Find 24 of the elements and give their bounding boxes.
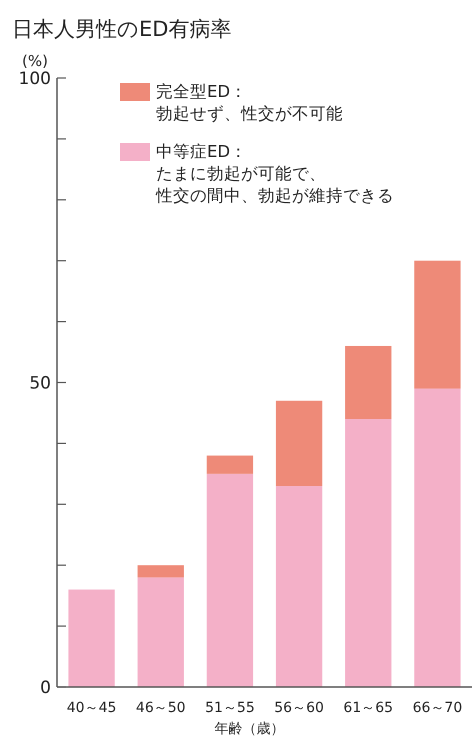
bar bbox=[414, 388, 461, 687]
bar bbox=[138, 577, 184, 687]
bar bbox=[414, 260, 461, 389]
y-tick-label: 100 bbox=[18, 69, 51, 89]
bar bbox=[68, 590, 115, 687]
x-tick-label: 56～60 bbox=[274, 700, 324, 716]
legend-label: 完全型ED：勃起せず、性交が不可能 bbox=[156, 82, 343, 123]
x-axis-title: 年齢（歳） bbox=[214, 721, 284, 737]
x-tick-label: 51～55 bbox=[205, 700, 255, 716]
x-tick-label: 61～65 bbox=[343, 700, 394, 716]
y-tick-label: 0 bbox=[40, 678, 51, 698]
x-tick-label: 66～70 bbox=[412, 700, 462, 716]
x-tick-label: 40～45 bbox=[66, 700, 116, 716]
chart-title: 日本人男性のED有病率 bbox=[12, 17, 232, 41]
bar bbox=[206, 456, 254, 474]
y-tick-label: 50 bbox=[29, 374, 51, 394]
bar bbox=[345, 419, 392, 687]
bar bbox=[138, 565, 184, 578]
y-axis-title: (%) bbox=[22, 52, 48, 70]
bar bbox=[276, 486, 322, 687]
bar bbox=[276, 400, 322, 486]
x-tick-label: 46～50 bbox=[136, 700, 186, 716]
bar bbox=[206, 474, 254, 687]
bar bbox=[345, 346, 392, 420]
